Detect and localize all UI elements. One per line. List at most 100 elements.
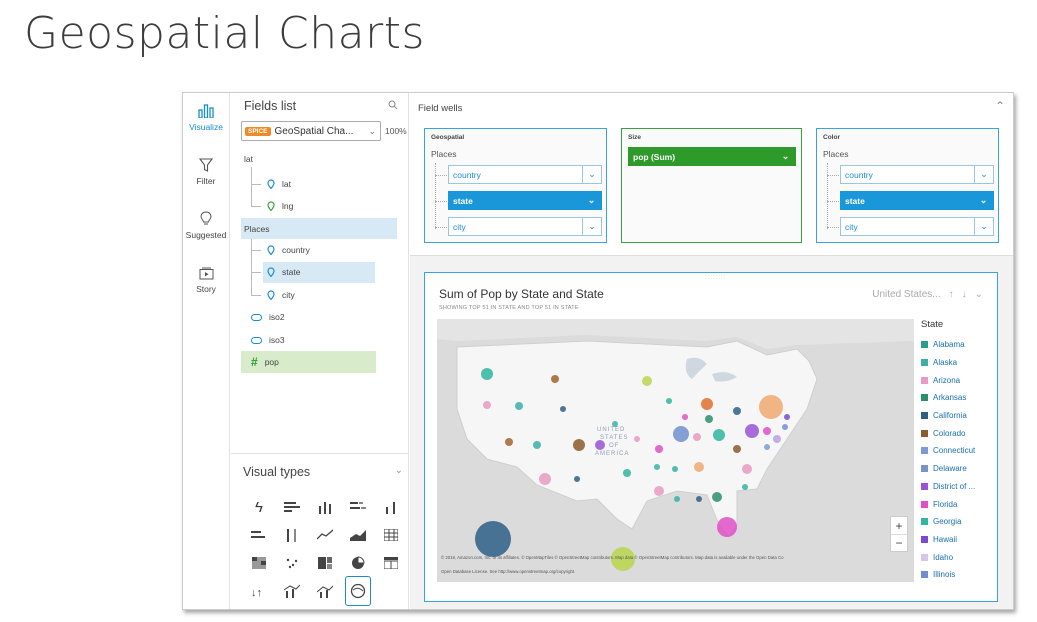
- sort-up-icon[interactable]: ↑: [948, 289, 954, 300]
- stacked-bar-icon[interactable]: [346, 493, 370, 521]
- tree-map-icon[interactable]: [313, 549, 337, 577]
- map-bubble[interactable]: [745, 424, 759, 438]
- map-selector[interactable]: United States...: [872, 289, 941, 300]
- map-bubble[interactable]: [696, 496, 702, 502]
- drag-handle[interactable]: ::::::::: [705, 275, 727, 281]
- combo-line-chart-icon[interactable]: [313, 577, 337, 605]
- map-bubble[interactable]: [595, 440, 605, 450]
- map-bubble[interactable]: [682, 414, 688, 420]
- map-bubble[interactable]: [481, 368, 493, 380]
- zoom-out-button[interactable]: −: [891, 534, 907, 551]
- field-iso2[interactable]: iso2: [251, 307, 285, 327]
- color-city-pill[interactable]: city ⌄: [840, 217, 994, 236]
- map-bubble[interactable]: [712, 492, 722, 502]
- map-bubble[interactable]: [674, 496, 680, 502]
- map-bubble[interactable]: [784, 414, 790, 420]
- map-bubble[interactable]: [773, 435, 781, 443]
- map-bubble[interactable]: [673, 426, 689, 442]
- field-state[interactable]: state: [267, 262, 300, 282]
- map-bubble[interactable]: [705, 415, 713, 423]
- legend-item[interactable]: Florida: [921, 495, 993, 513]
- map-bubble[interactable]: [694, 462, 704, 472]
- map-bubble[interactable]: [717, 517, 737, 537]
- map-bubble[interactable]: [733, 407, 741, 415]
- map-bubble[interactable]: [763, 427, 771, 435]
- map-canvas[interactable]: UNITED STATES OF AMERICA + − © 2018, Ama…: [437, 319, 914, 582]
- map-bubble[interactable]: [742, 464, 752, 474]
- legend-item[interactable]: Delaware: [921, 460, 993, 478]
- legend-item[interactable]: Colorado: [921, 424, 993, 442]
- pivot-table-icon[interactable]: [379, 521, 403, 549]
- chevron-down-icon[interactable]: ⌄: [974, 289, 983, 300]
- field-iso3[interactable]: iso3: [251, 330, 285, 350]
- field-pop[interactable]: # pop: [251, 352, 279, 372]
- map-bubble[interactable]: [551, 375, 559, 383]
- table-icon[interactable]: [379, 549, 403, 577]
- nav-suggested[interactable]: Suggested: [183, 209, 229, 255]
- points-on-map-icon[interactable]: [345, 576, 371, 606]
- vertical-bar-icon[interactable]: [313, 493, 337, 521]
- scatter-plot-icon[interactable]: [280, 549, 304, 577]
- map-bubble[interactable]: [654, 464, 660, 470]
- chevron-down-icon[interactable]: ⌄: [582, 166, 601, 183]
- size-pop-pill[interactable]: pop (Sum) ⌄: [628, 147, 796, 166]
- field-group-places[interactable]: Places: [244, 219, 270, 239]
- geospatial-state-pill[interactable]: state ⌄: [448, 191, 602, 210]
- legend-item[interactable]: Hawaii: [921, 531, 993, 549]
- map-bubble[interactable]: [666, 398, 672, 404]
- map-bubble[interactable]: [764, 444, 770, 450]
- area-chart-icon[interactable]: [346, 521, 370, 549]
- nav-visualize[interactable]: Visualize: [183, 101, 229, 147]
- map-bubble[interactable]: [642, 376, 652, 386]
- pie-chart-icon[interactable]: [346, 549, 370, 577]
- kpi-icon[interactable]: ↓↑: [247, 577, 271, 605]
- legend-item[interactable]: Alabama: [921, 336, 993, 354]
- geospatial-country-pill[interactable]: country ⌄: [448, 165, 602, 184]
- horizontal-bar-icon[interactable]: [280, 493, 304, 521]
- sort-down-icon[interactable]: ↓: [961, 289, 967, 300]
- chevron-down-icon[interactable]: ⌄: [974, 218, 993, 235]
- field-group-lat[interactable]: lat: [244, 149, 253, 169]
- collapse-icon[interactable]: ⌃: [994, 99, 1005, 113]
- legend-item[interactable]: Arkansas: [921, 389, 993, 407]
- color-country-pill[interactable]: country ⌄: [840, 165, 994, 184]
- map-bubble[interactable]: [539, 473, 551, 485]
- line-chart-icon[interactable]: [313, 521, 337, 549]
- legend-item[interactable]: Illinois: [921, 566, 993, 584]
- nav-story[interactable]: Story: [183, 263, 229, 309]
- heat-map-icon[interactable]: [247, 549, 271, 577]
- map-bubble[interactable]: [560, 406, 566, 412]
- legend-item[interactable]: Connecticut: [921, 442, 993, 460]
- map-bubble[interactable]: [634, 436, 640, 442]
- map-bubble[interactable]: [654, 486, 664, 496]
- field-country[interactable]: country: [267, 240, 310, 260]
- chevron-down-icon[interactable]: ⌄: [394, 465, 403, 476]
- map-visual[interactable]: :::::::: Sum of Pop by State and State S…: [424, 272, 998, 602]
- geospatial-city-pill[interactable]: city ⌄: [448, 217, 602, 236]
- geospatial-well[interactable]: Geospatial Places country ⌄ state ⌄ city…: [424, 128, 607, 243]
- map-bubble[interactable]: [574, 476, 580, 482]
- map-bubble[interactable]: [713, 429, 725, 441]
- color-state-pill[interactable]: state ⌄: [840, 191, 994, 210]
- field-lat[interactable]: lat: [267, 174, 291, 194]
- chevron-down-icon[interactable]: ⌄: [979, 195, 988, 205]
- map-bubble[interactable]: [782, 424, 788, 430]
- map-bubble[interactable]: [623, 469, 631, 477]
- chevron-down-icon[interactable]: ⌄: [974, 166, 993, 183]
- map-bubble[interactable]: [533, 441, 541, 449]
- field-city[interactable]: city: [267, 285, 295, 305]
- dataset-selector[interactable]: SPICE GeoSpatial Cha... ⌄: [241, 121, 381, 141]
- chevron-down-icon[interactable]: ⌄: [781, 151, 790, 161]
- percent-column-icon[interactable]: [280, 521, 304, 549]
- map-bubble[interactable]: [475, 521, 511, 557]
- map-bubble[interactable]: [573, 439, 585, 451]
- legend-item[interactable]: Idaho: [921, 548, 993, 566]
- map-bubble[interactable]: [611, 547, 635, 571]
- nav-filter[interactable]: Filter: [183, 155, 229, 201]
- map-bubble[interactable]: [733, 445, 741, 453]
- field-lng[interactable]: lng: [267, 196, 293, 216]
- legend-item[interactable]: Alaska: [921, 354, 993, 372]
- legend-item[interactable]: California: [921, 407, 993, 425]
- zoom-in-button[interactable]: +: [895, 518, 903, 533]
- chevron-down-icon[interactable]: ⌄: [582, 218, 601, 235]
